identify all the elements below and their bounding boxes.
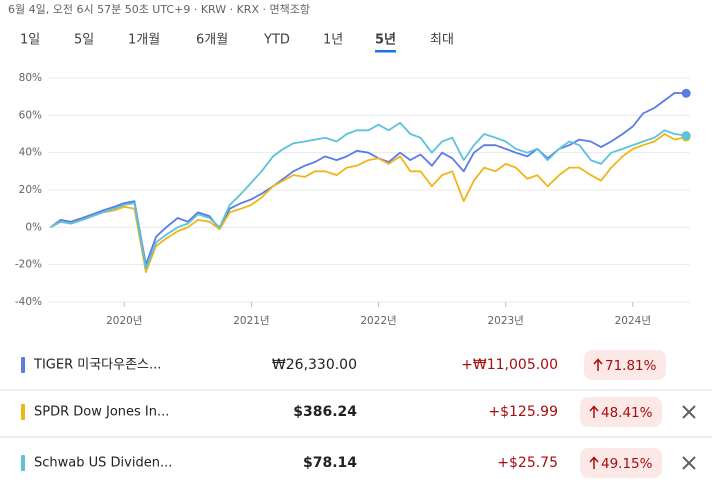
range-tab[interactable]: 5년	[375, 33, 396, 48]
remove-button[interactable]	[682, 456, 696, 470]
price: $386.24	[293, 404, 357, 420]
percent-change: 71.81%	[605, 358, 657, 374]
range-tab[interactable]: YTD	[263, 33, 290, 48]
range-tab[interactable]: 6개월	[196, 33, 228, 48]
x-tick-label: 2020년	[106, 315, 142, 327]
percent-badge	[580, 397, 662, 427]
range-tab[interactable]: 1일	[20, 33, 40, 48]
remove-button[interactable]	[682, 405, 696, 419]
range-tab[interactable]: 최대	[430, 33, 454, 48]
legend-name[interactable]: Schwab US Dividen...	[34, 456, 172, 471]
percent-change: 48.41%	[601, 405, 653, 421]
x-tick-label: 2022년	[360, 315, 396, 327]
x-tick-label: 2021년	[233, 315, 269, 327]
y-tick-label: 0%	[25, 221, 42, 233]
price: ₩26,330.00	[272, 357, 357, 373]
header: 6월 4일, 오전 6시 57분 50초 UTC+9 · KRW · KRX ·…	[8, 2, 310, 16]
x-tick-label: 2024년	[615, 315, 651, 327]
tab-underline	[375, 50, 397, 53]
y-tick-label: -20%	[15, 259, 42, 271]
legend-swatch	[21, 357, 25, 373]
price: $78.14	[303, 455, 357, 471]
change: +$25.75	[497, 455, 558, 471]
series-line	[50, 133, 687, 273]
up-arrow-icon	[589, 405, 599, 418]
comparison-list: TIGER 미국다우존스... ₩26,330.00 +₩11,005.00 71.8…	[0, 350, 712, 478]
change: +$125.99	[488, 404, 558, 420]
percent-badge	[580, 448, 662, 478]
range-tab[interactable]: 5일	[74, 33, 94, 48]
y-tick-label: -40%	[15, 296, 42, 308]
y-tick-label: 60%	[19, 109, 42, 121]
range-tab[interactable]: 1개월	[128, 33, 160, 48]
x-tick-label: 2023년	[487, 315, 523, 327]
legend-name[interactable]: SPDR Dow Jones In...	[34, 405, 169, 420]
percent-change: 49.15%	[601, 456, 653, 472]
series-line	[49, 92, 687, 266]
chart: -40% -20% 0% 20% 40% 60% 80% 2020년 2021년 2022년 202…	[15, 72, 691, 327]
range-tabs: 1일 5일 1개월 6개월 YTD 1년 5년 최대	[20, 33, 454, 53]
y-tick-label: 80%	[19, 72, 42, 84]
legend-name[interactable]: TIGER 미국다우존스...	[33, 358, 161, 373]
legend-swatch	[21, 455, 25, 471]
legend-swatch	[21, 404, 25, 420]
y-tick-label: 40%	[19, 147, 42, 159]
up-arrow-icon	[593, 358, 603, 371]
change: +₩11,005.00	[461, 357, 558, 373]
end-dot	[681, 88, 691, 98]
series-line	[50, 121, 687, 270]
up-arrow-icon	[589, 456, 599, 469]
end-dot	[681, 131, 691, 141]
range-tab[interactable]: 1년	[323, 33, 343, 48]
percent-badge	[584, 350, 666, 380]
y-tick-label: 20%	[19, 184, 42, 196]
